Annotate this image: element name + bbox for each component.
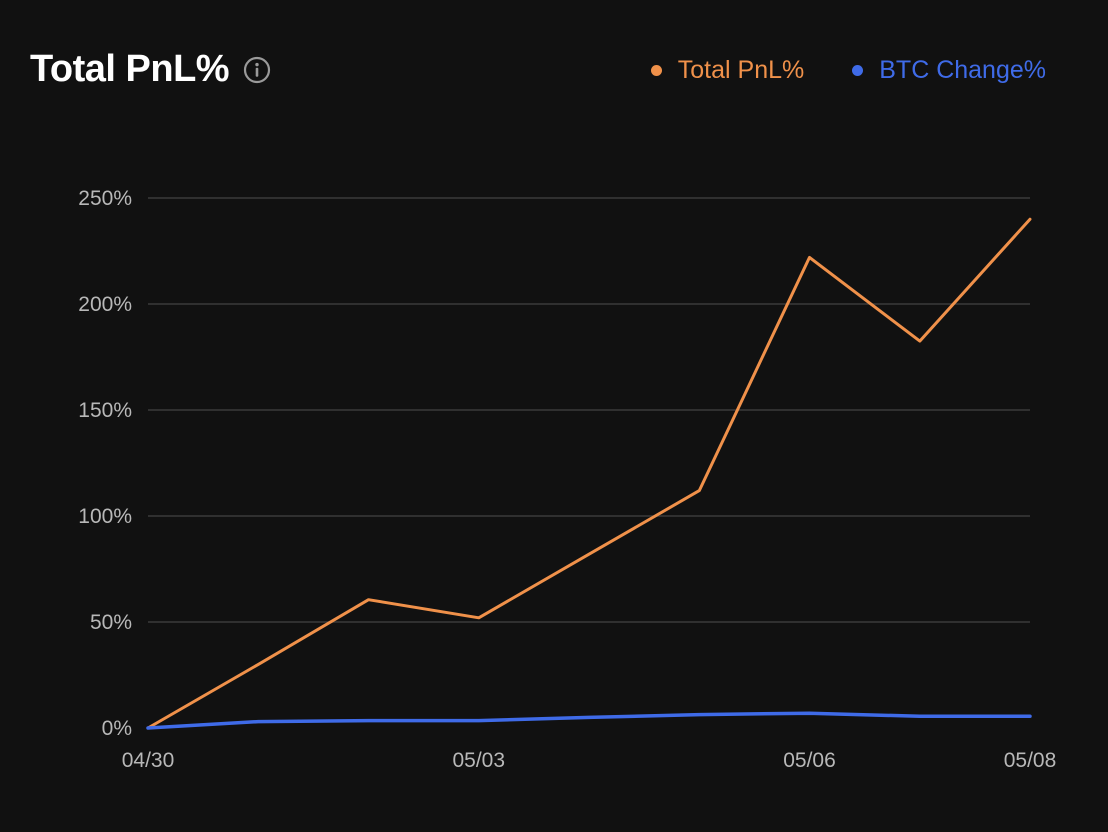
legend-item-total-pnl[interactable]: Total PnL% [650,56,805,85]
y-tick-label: 150% [78,399,132,422]
legend-label-total-pnl: Total PnL% [677,56,805,84]
chart-legend: Total PnL% BTC Change% [650,56,1046,85]
chart-title: Total PnL% [30,48,230,90]
y-axis: 0% 50% 100% 150% 200% 250% [78,187,132,740]
y-tick-label: 50% [90,611,132,634]
series-layer [146,217,1032,730]
x-tick-label: 05/06 [783,749,836,772]
legend-dot-total-pnl [650,65,662,76]
y-tick-label: 0% [102,717,132,740]
info-icon[interactable] [243,56,271,84]
x-tick-label: 05/08 [1004,749,1057,772]
series-line-btc-change[interactable] [146,711,1032,730]
y-tick-label: 100% [78,505,132,528]
legend-item-btc-change[interactable]: BTC Change% [852,56,1046,85]
x-tick-label: 04/30 [122,749,175,772]
legend-dot-btc-change [852,65,864,76]
x-axis: 04/30 05/03 05/06 05/08 [122,749,1057,772]
series-line-total-pnl[interactable] [146,217,1032,730]
y-tick-label: 250% [78,187,132,210]
grid-layer [148,197,1030,623]
chart-header: Total PnL% [30,48,271,91]
x-tick-label: 05/03 [452,749,505,772]
y-tick-label: 200% [78,293,132,316]
legend-label-btc-change: BTC Change% [879,56,1046,84]
